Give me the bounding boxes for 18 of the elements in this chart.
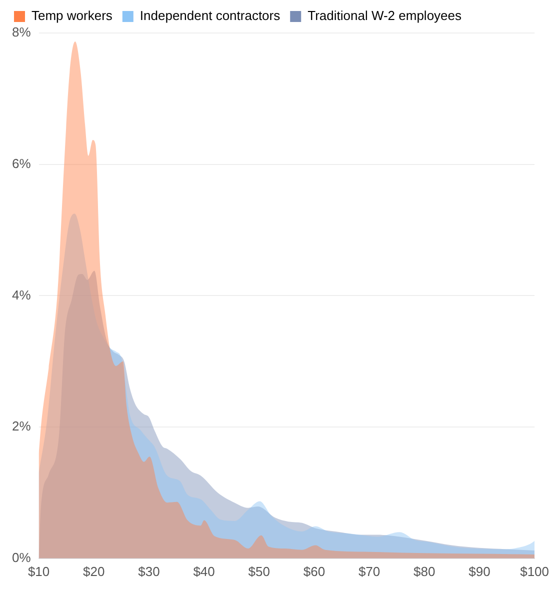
legend-label: Traditional W-2 employees [308, 8, 462, 24]
x-tick-label: $90 [468, 564, 490, 579]
y-tick-label: 0% [12, 550, 32, 565]
legend-label: Temp workers [32, 8, 113, 24]
y-tick-label: 8% [12, 24, 32, 40]
x-tick-label: $80 [414, 564, 436, 579]
x-tick-label: $30 [138, 564, 160, 579]
x-tick-label: $10 [28, 564, 50, 579]
y-tick-label: 6% [12, 156, 32, 171]
x-tick-label: $70 [358, 564, 380, 579]
x-tick-label: $60 [303, 564, 326, 579]
legend-label: Independent contractors [140, 8, 281, 24]
x-tick-label: $20 [83, 564, 105, 579]
x-tick-label: $40 [193, 564, 215, 579]
y-tick-label: 4% [12, 287, 32, 302]
y-tick-label: 2% [12, 418, 32, 434]
x-tick-label: $100 [520, 564, 549, 579]
x-tick-label: $50 [248, 564, 270, 579]
